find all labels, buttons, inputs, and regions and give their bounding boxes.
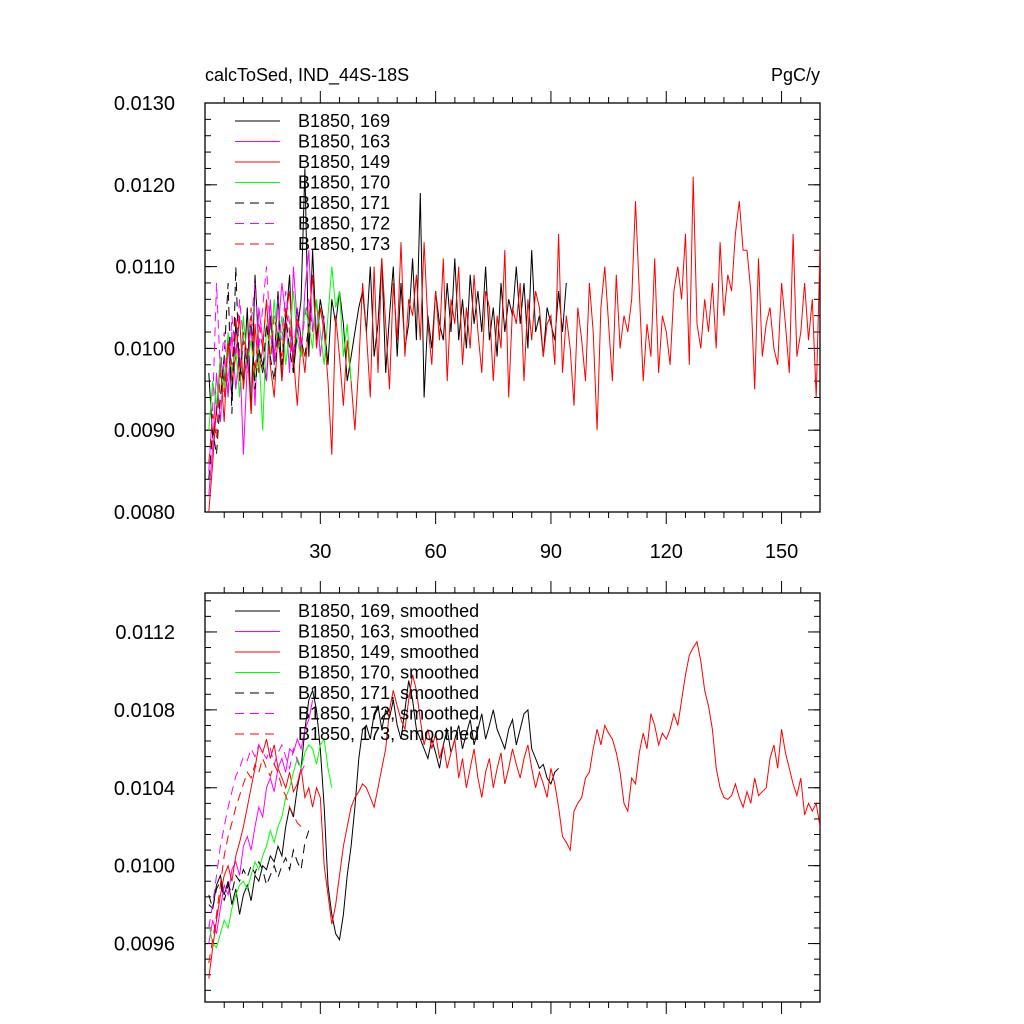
panel2-legend-label-4: B1850, 170, smoothed	[298, 663, 479, 683]
panel2-series-line-2	[208, 700, 314, 944]
panel1-units-label: PgC/y	[771, 65, 820, 85]
panel1-series-line-4	[208, 266, 352, 431]
panel1-x-tick-label: 30	[309, 541, 331, 563]
panel1-x-tick-label: 120	[650, 541, 683, 563]
panel1-y-tick-label: 0.0090	[114, 420, 175, 442]
panel1-x-tick-label: 150	[765, 541, 798, 563]
panel1-series-line-6	[208, 266, 314, 472]
panel1-y-tick-label: 0.0080	[114, 502, 175, 524]
panel2-series-line-5	[208, 830, 310, 909]
panel1-series-line-7	[208, 299, 306, 463]
panel1-x-tick-label: 90	[540, 541, 562, 563]
panel2-y-tick-label: 0.0112	[115, 622, 175, 644]
panel1-series-line-2	[208, 250, 325, 496]
panel1-y-tick-label: 0.0110	[115, 257, 175, 279]
panel2-legend-label-7: B1850, 173, smoothed	[298, 724, 479, 744]
panel2-legend-label-5: B1850, 171, smoothed	[298, 683, 479, 703]
panel1-x-tick-label: 60	[425, 541, 447, 563]
panel2-y-tick-label: 0.0108	[114, 700, 175, 722]
panel1-legend-label-3: B1850, 149	[298, 152, 390, 172]
panel1-chart-title: calcToSed, IND_44S-18S	[205, 65, 409, 86]
panel2-series-line-6	[208, 743, 306, 929]
panel2-series-line-3	[208, 640, 820, 979]
panel1-legend-label-1: B1850, 169	[298, 111, 390, 131]
panel2-legend-label-2: B1850, 163, smoothed	[298, 622, 479, 642]
panel2-y-tick-label: 0.0100	[114, 856, 175, 878]
panel1-legend-label-4: B1850, 170	[298, 173, 390, 193]
panel1-y-tick-label: 0.0100	[114, 338, 175, 360]
panel1-legend-label-5: B1850, 171	[298, 193, 390, 213]
panel2-series-line-4	[208, 737, 333, 949]
panel2-y-tick-label: 0.0104	[114, 778, 175, 800]
panel1-legend-label-6: B1850, 172	[298, 214, 390, 234]
panel2-legend-label-6: B1850, 172, smoothed	[298, 704, 479, 724]
panel2-y-tick-label: 0.0096	[114, 934, 175, 956]
panel1-y-tick-label: 0.0120	[114, 175, 175, 197]
panel1-series-line-5	[208, 266, 310, 480]
panel2-series-line-7	[208, 756, 306, 964]
panel1-legend-label-2: B1850, 163	[298, 132, 390, 152]
panel1-series-line-3	[208, 176, 820, 512]
panel2-legend-label-1: B1850, 169, smoothed	[298, 601, 479, 621]
panel2-series-line-1	[208, 680, 559, 942]
panel1-y-tick-label: 0.0130	[114, 93, 175, 115]
panel2-legend-label-3: B1850, 149, smoothed	[298, 642, 479, 662]
panel1-legend-label-7: B1850, 173	[298, 234, 390, 254]
